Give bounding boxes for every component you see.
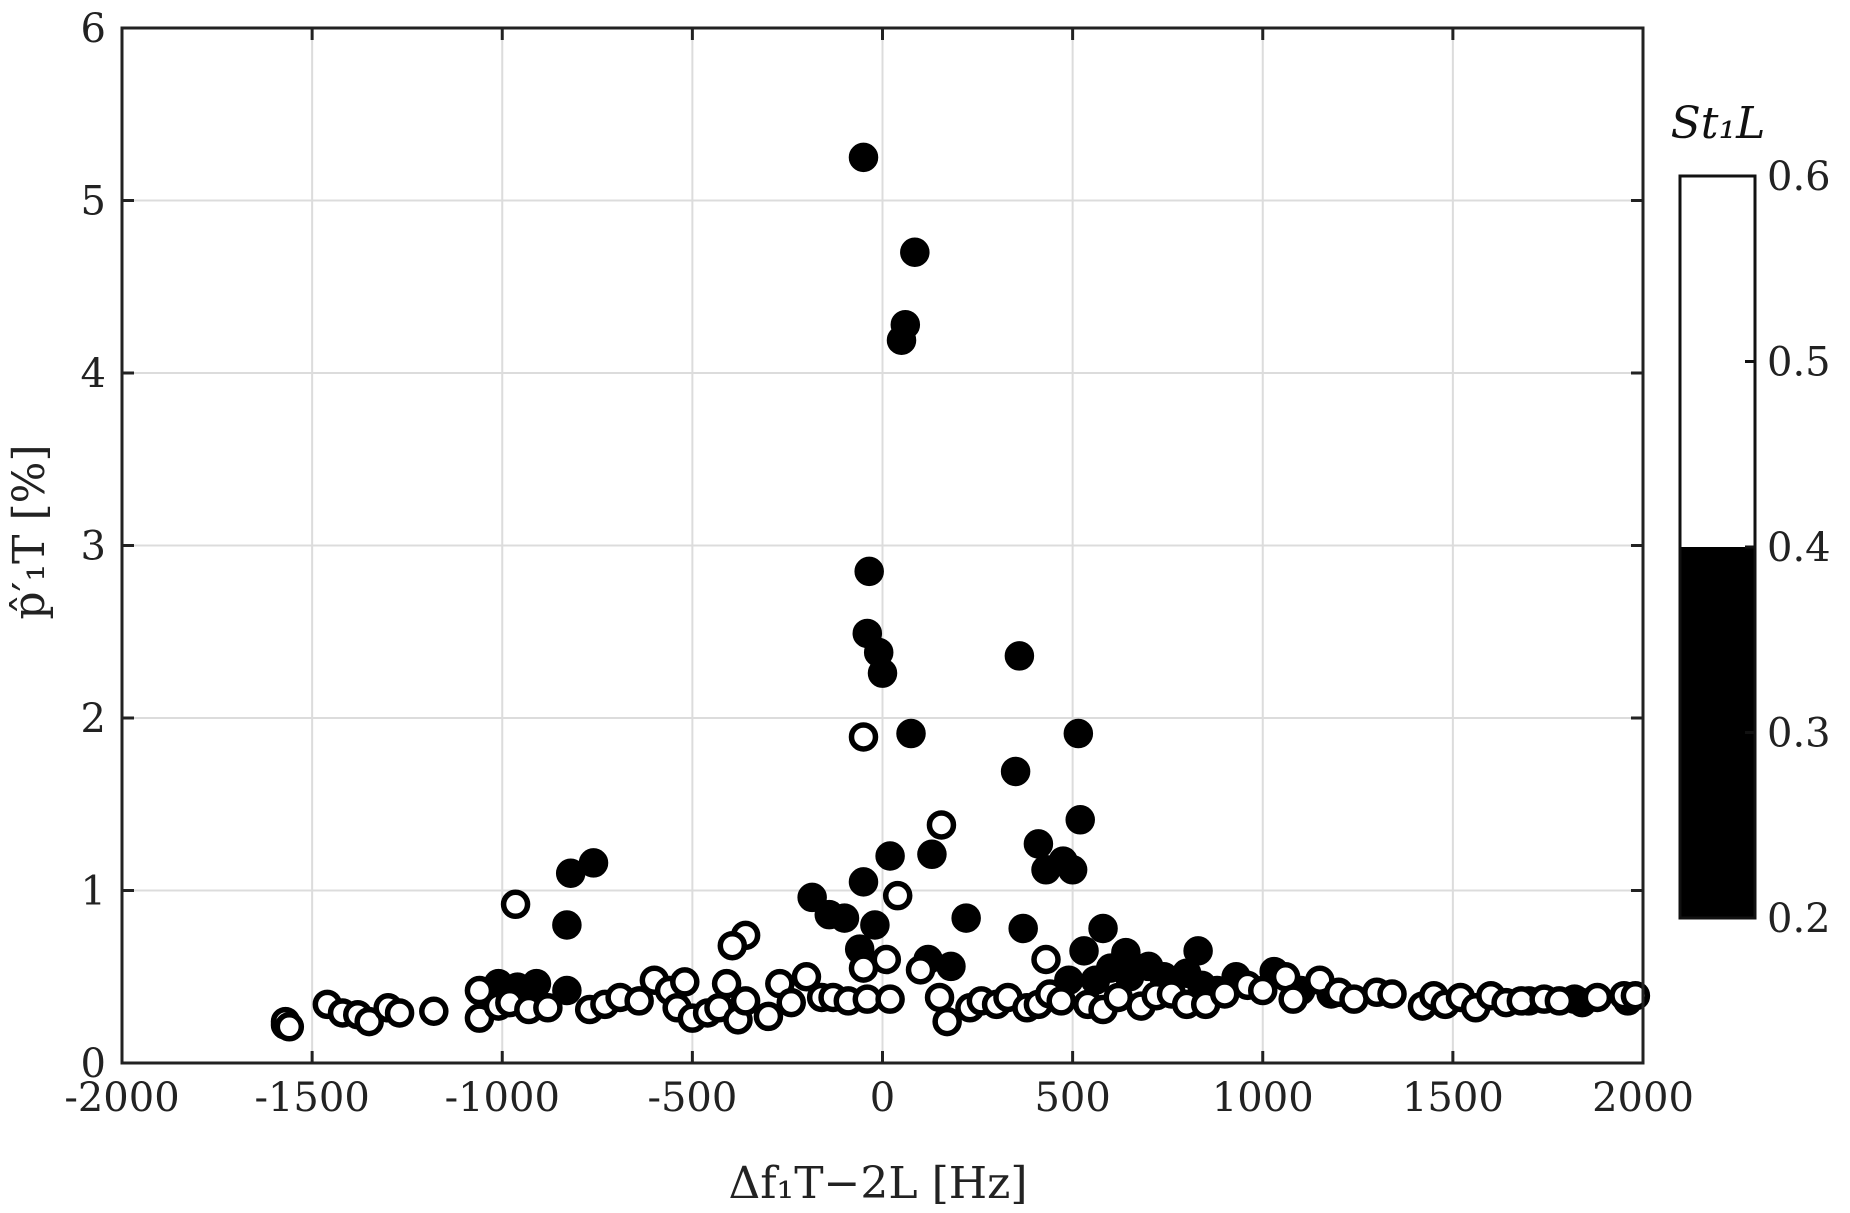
data-point-filled [521,968,552,999]
data-point-filled [875,841,905,871]
y-tick-label: 4 [81,351,106,397]
data-point-open [882,880,913,911]
data-point-filled [854,556,884,587]
data-point-filled [917,839,947,870]
data-point-filled [1069,936,1099,966]
data-point-open [711,968,742,999]
colorbar-tick-label: 0.3 [1767,711,1831,757]
data-point-filled [900,237,930,267]
data-point-open [533,993,563,1023]
x-tick-label: 1000 [1212,1075,1314,1121]
x-tick-label: 0 [870,1075,895,1121]
data-point-open [791,962,822,992]
data-point-open [500,889,531,920]
data-point-open [1031,944,1061,975]
data-point-filled [578,848,609,878]
x-tick-label: -500 [647,1075,737,1121]
y-tick-label: 3 [81,524,106,570]
x-tick-label: 2000 [1592,1075,1694,1121]
colorbar-ticks: 0.2 0.3 0.4 0.5 0.6 [1745,154,1831,942]
y-tick-label: 0 [81,1041,106,1087]
data-point-open [924,982,955,1013]
data-point-open [354,1006,384,1037]
data-point-filled [552,910,582,940]
data-point-open [932,1006,962,1037]
data-point-open [1544,986,1575,1016]
data-point-filled [936,951,966,982]
data-point-open [274,1012,305,1042]
data-point-filled [886,325,917,355]
data-point-filled [1004,641,1035,671]
data-point-open [1620,980,1651,1011]
data-point-open [875,984,905,1014]
data-point-filled [951,903,981,933]
data-point-filled [1065,805,1095,835]
x-axis-label: Δf₁T−2L [Hz] [729,1158,1028,1209]
data-point-filled [555,858,586,888]
colorbar-tick-label: 0.2 [1767,896,1831,942]
y-tick-label: 6 [81,6,106,52]
y-axis-label: p̂′₁T [%] [4,444,55,619]
data-point-filled [552,975,582,1006]
data-point-open [1278,984,1308,1014]
data-point-open [670,967,700,997]
data-point-open [464,975,495,1006]
data-point-open [1248,975,1278,1006]
data-point-open [419,996,449,1026]
data-point-open [1582,982,1613,1013]
data-point-open [848,722,879,752]
y-tick-label: 1 [81,869,106,915]
data-point-filled [1088,913,1118,944]
grid-lines [121,27,1644,1064]
colorbar: 0.2 0.3 0.4 0.5 0.6 St₁L [1671,98,1831,942]
y-tick-label: 2 [81,696,106,742]
data-point-open [1377,979,1407,1009]
data-point-filled [1063,718,1094,749]
data-point-filled [848,142,879,173]
data-point-filled [1080,965,1111,995]
data-point-filled [867,658,898,688]
data-point-open [624,986,654,1016]
data-points [270,142,1651,1042]
y-tick-label: 5 [81,179,106,225]
data-point-filled [848,867,879,897]
colorbar-low-segment [1680,547,1755,918]
data-point-filled [1023,829,1054,859]
y-tick-labels: 0 1 2 3 4 5 6 [81,6,106,1087]
data-point-filled [797,882,827,913]
data-point-open [717,930,748,961]
colorbar-high-segment [1680,176,1755,547]
data-point-open [776,987,806,1018]
x-tick-label: -1500 [254,1075,369,1121]
data-point-filled [1008,913,1038,944]
x-tick-label: -2000 [64,1075,179,1121]
colorbar-title: St₁L [1671,98,1766,149]
x-tick-label: 1500 [1402,1075,1504,1121]
data-point-open [384,998,415,1028]
data-point-filled [1057,855,1088,885]
data-point-filled [896,718,926,749]
data-point-open [848,953,879,983]
colorbar-tick-label: 0.4 [1767,525,1831,571]
data-point-open [1046,986,1076,1016]
data-point-open [926,810,957,840]
data-point-filled [1183,936,1213,966]
x-tick-label: -1000 [445,1075,560,1121]
data-point-filled [860,910,890,940]
x-tick-label: 500 [1034,1075,1110,1121]
colorbar-tick-label: 0.6 [1767,154,1831,200]
data-point-open [730,986,761,1016]
data-point-filled [829,903,860,933]
data-point-open [753,1001,784,1032]
data-point-open [905,955,936,985]
axis-ticks [120,26,1645,1065]
colorbar-tick-label: 0.5 [1767,340,1831,386]
data-point-filled [1000,756,1031,787]
x-tick-labels: -2000 -1500 -1000 -500 0 500 1000 1500 2000 [64,1075,1694,1121]
